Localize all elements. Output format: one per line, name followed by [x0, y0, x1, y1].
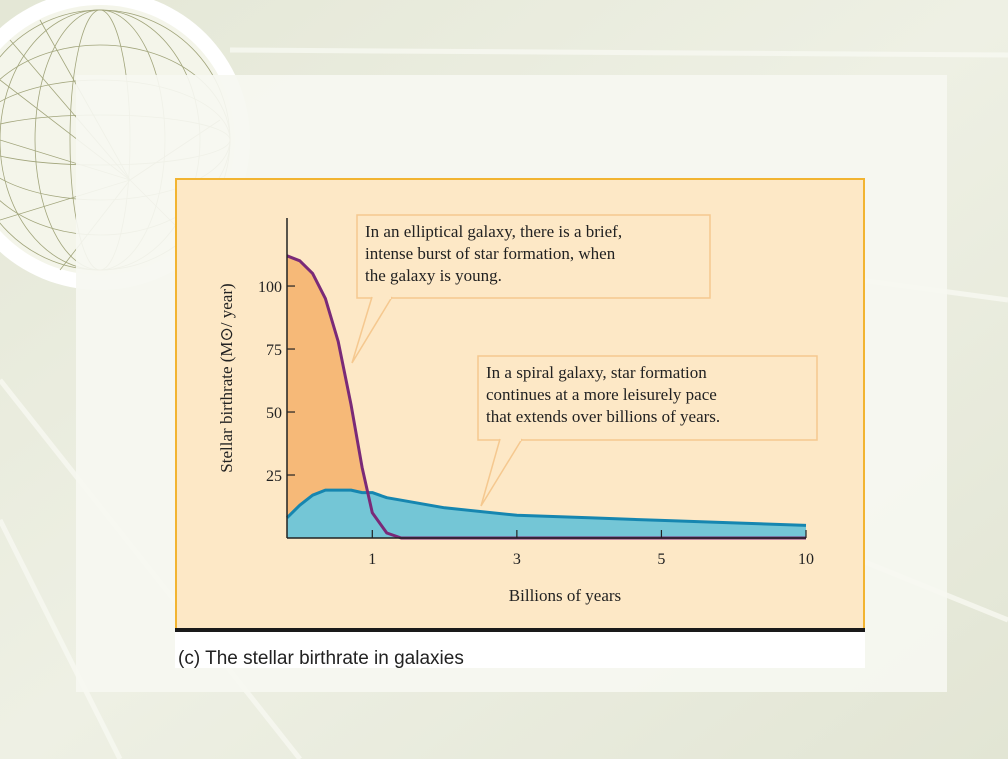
callout-text: In a spiral galaxy, star formation: [486, 363, 707, 382]
x-tick-label: 5: [657, 551, 665, 568]
x-axis-label: Billions of years: [509, 586, 621, 605]
y-tick-label: 25: [266, 468, 282, 485]
callout-text: continues at a more leisurely pace: [486, 385, 717, 404]
page: {"chart_data": { "type": "area", "captio…: [0, 0, 1008, 759]
callout-text: In an elliptical galaxy, there is a brie…: [365, 222, 622, 241]
callout-text: the galaxy is young.: [365, 266, 502, 285]
caption: (c) The stellar birthrate in galaxies: [178, 648, 464, 669]
y-tick-label: 75: [266, 342, 282, 359]
x-tick-label: 3: [513, 551, 521, 568]
callout-text: that extends over billions of years.: [486, 407, 720, 426]
slide: (c) The stellar birthrate in galaxies Bi…: [0, 0, 1008, 759]
x-tick-label: 1: [368, 551, 376, 568]
callout-text: intense burst of star formation, when: [365, 244, 616, 263]
figure-rule: [175, 628, 865, 632]
y-tick-label: 100: [258, 279, 282, 296]
y-axis-label: Stellar birthrate (M⊙/ year): [217, 283, 236, 472]
y-tick-label: 50: [266, 405, 282, 422]
x-tick-label: 10: [798, 551, 814, 568]
